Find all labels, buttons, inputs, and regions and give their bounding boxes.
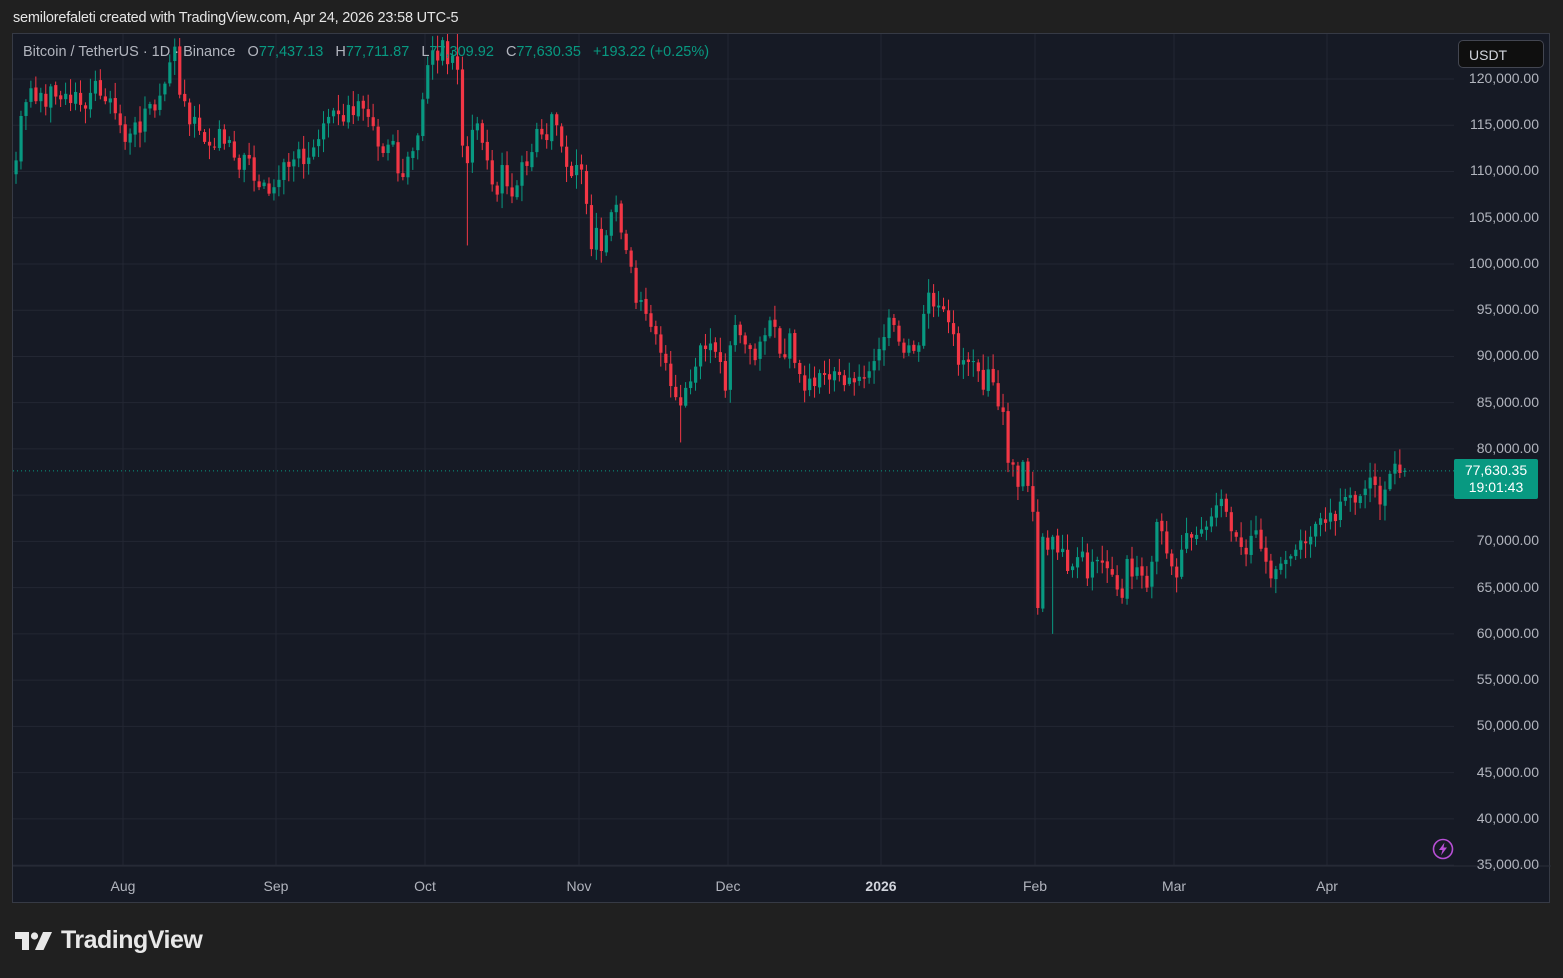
price-tick: 80,000.00 (1476, 439, 1539, 456)
price-tick: 105,000.00 (1468, 208, 1539, 225)
price-tick: 115,000.00 (1469, 116, 1539, 133)
price-tick: 55,000.00 (1476, 671, 1539, 688)
lightning-bolt-icon[interactable] (1432, 838, 1454, 860)
price-tick: 110,000.00 (1469, 162, 1539, 179)
time-tick: Mar (1161, 878, 1187, 894)
price-tick: 65,000.00 (1476, 578, 1539, 595)
price-tick: 40,000.00 (1476, 809, 1539, 826)
time-tick: Oct (414, 878, 436, 894)
time-tick: Aug (110, 878, 136, 894)
price-tick: 60,000.00 (1476, 624, 1539, 641)
open-label: O (247, 44, 259, 60)
price-tick: 120,000.00 (1468, 70, 1539, 86)
time-tick: Feb (1022, 878, 1048, 894)
price-tick: 95,000.00 (1476, 301, 1539, 318)
symbol-name[interactable]: Bitcoin / TetherUS · 1D · Binance (23, 44, 236, 60)
price-tick: 85,000.00 (1476, 393, 1539, 410)
last-price-label: 77,630.35 19:01:43 (1454, 458, 1538, 499)
price-tick: 90,000.00 (1476, 347, 1539, 364)
low-value: 77,309.92 (429, 44, 494, 60)
last-price-value: 77,630.35 (1464, 461, 1528, 478)
time-tick: 2026 (865, 878, 897, 894)
high-value: 77,711.87 (345, 44, 410, 60)
price-tick: 35,000.00 (1476, 856, 1539, 873)
tradingview-logo[interactable]: TradingView (15, 926, 203, 955)
high-label: H (335, 44, 346, 60)
open-value: 77,437.13 (258, 44, 324, 60)
tradingview-logo-icon (15, 931, 52, 950)
close-label: C (505, 44, 517, 60)
price-tick: 100,000.00 (1468, 254, 1539, 271)
currency-button[interactable]: USDT (1458, 40, 1544, 68)
change-value: +193.22 (+0.25%) (592, 44, 710, 60)
candlestick-chart[interactable] (13, 34, 1551, 904)
symbol-legend: Bitcoin / TetherUS · 1D · Binance O77,43… (23, 44, 709, 60)
candles (14, 34, 1407, 634)
brand-name: TradingView (61, 926, 203, 954)
time-tick: Dec (715, 878, 741, 894)
chart-frame[interactable]: Bitcoin / TetherUS · 1D · Binance O77,43… (12, 33, 1551, 904)
chart-credit: semilorefaleti created with TradingView.… (13, 10, 459, 26)
time-tick: Nov (566, 878, 592, 894)
price-tick: 70,000.00 (1476, 532, 1539, 549)
time-tick: Apr (1316, 878, 1338, 894)
price-tick: 50,000.00 (1476, 717, 1539, 734)
price-tick: 45,000.00 (1476, 763, 1539, 780)
bar-countdown: 19:01:43 (1468, 478, 1524, 495)
time-tick: Sep (263, 878, 289, 894)
low-label: L (421, 44, 430, 60)
close-value: 77,630.35 (516, 44, 581, 60)
